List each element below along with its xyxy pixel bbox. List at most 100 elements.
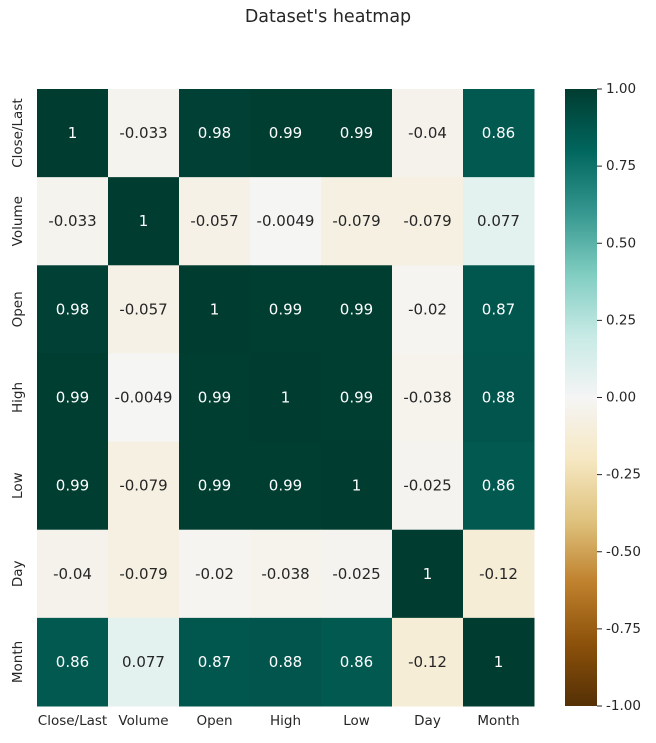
colorbar-tick-label: -0.25 [606,467,641,483]
heatmap-cell-value: 0.077 [122,653,165,671]
heatmap-cell [108,529,180,619]
x-tick-label: Month [477,713,519,729]
heatmap-cell [463,617,535,707]
heatmap-cell [392,265,464,354]
heatmap-cells [37,89,535,707]
heatmap-cell [463,529,535,619]
colorbar-tick-label: 0.25 [606,312,636,328]
heatmap-cell [392,529,464,619]
heatmap-cell [108,353,180,443]
y-tick-label: Close/Last [10,98,26,167]
x-axis-labels: Close/Last Volume Open High Low Day Month [38,713,520,729]
heatmap-cell-value: -0.0049 [257,212,315,230]
heatmap-cell [37,529,109,619]
heatmap-cell-value: 1 [281,389,291,407]
heatmap-cell [37,617,109,707]
heatmap-cell-value: 0.99 [56,389,89,407]
heatmap-cell [392,617,464,707]
heatmap-cell [321,265,393,354]
heatmap-cell-value: -0.12 [408,653,447,671]
y-tick-label: Day [10,560,26,587]
heatmap-cell-value: -0.04 [408,124,447,142]
heatmap-cell [250,441,322,531]
heatmap-cell [250,89,322,178]
heatmap-annotations: 1 -0.033 0.98 0.99 0.99 -0.04 0.86 -0.033 1 -0.05… [48,124,520,671]
heatmap-cell-value: -0.12 [479,565,518,583]
heatmap-cell [108,265,180,354]
y-axis-labels: Close/Last Volume Open High Low Day Month [10,98,26,683]
heatmap-cell [321,177,393,266]
heatmap-cell-value: -0.025 [403,477,451,495]
heatmap-cell [108,177,180,266]
heatmap-cell-value: -0.079 [119,477,167,495]
heatmap-cell-value: 0.86 [56,653,89,671]
heatmap-cell [179,617,251,707]
heatmap-cell-value: -0.057 [190,212,238,230]
heatmap-cell-value: -0.079 [119,565,167,583]
heatmap-cell [37,89,109,178]
heatmap-cell [463,89,535,178]
heatmap-cell-value: 0.98 [198,124,231,142]
x-tick-label: Day [414,713,441,729]
heatmap-cell-value: 1 [352,477,362,495]
heatmap-cell-value: 0.99 [340,300,373,318]
heatmap-cell-value: -0.0049 [115,389,173,407]
heatmap-cell-value: 0.86 [340,653,373,671]
heatmap-cell [392,89,464,178]
heatmap-cell [179,265,251,354]
y-tick-label: Month [10,641,26,683]
heatmap-cell-value: -0.02 [195,565,234,583]
heatmap-cell-value: 1 [494,653,504,671]
heatmap-cell-value: 0.88 [269,653,302,671]
colorbar-tick-label: 1.00 [606,81,636,97]
heatmap-cell [108,617,180,707]
x-tick-label: Low [343,713,370,729]
heatmap-cell [250,265,322,354]
y-tick-label: High [10,382,26,413]
heatmap-cell-value: -0.079 [403,212,451,230]
heatmap-cell-value: 0.99 [340,389,373,407]
heatmap-cell-value: 0.99 [198,477,231,495]
heatmap-cell-value: 0.077 [477,212,520,230]
heatmap-cell-value: 0.87 [198,653,231,671]
heatmap-cell [321,353,393,443]
heatmap-cell [37,177,109,266]
x-tick-label: Volume [118,713,168,729]
heatmap-cell [37,441,109,531]
heatmap-cell-value: -0.033 [119,124,167,142]
heatmap-cell [392,353,464,443]
colorbar-tick-label: 0.75 [606,158,636,174]
heatmap-cell-value: 0.98 [56,300,89,318]
heatmap-cell [463,265,535,354]
y-tick-label: Low [10,472,26,499]
heatmap-cell-value: 0.99 [56,477,89,495]
heatmap-cell-value: 0.87 [482,300,515,318]
colorbar-tick-label: 0.00 [606,390,636,406]
heatmap-cell-value: -0.038 [403,389,451,407]
heatmap-cell [179,529,251,619]
heatmap-cell-value: -0.02 [408,300,447,318]
heatmap-cell [37,353,109,443]
heatmap-cell [108,89,180,178]
heatmap-cell-value: 0.86 [482,124,515,142]
heatmap-cell-value: -0.025 [332,565,380,583]
colorbar-tick-label: -1.00 [606,698,641,714]
colorbar: 1.00 0.75 0.50 0.25 0.00 -0.25 -0.50 -0.75 -1.00 [565,81,641,714]
heatmap-cell-value: 0.99 [269,300,302,318]
heatmap-cell [392,177,464,266]
heatmap-cell-value: 0.88 [482,389,515,407]
heatmap-cell-value: 0.99 [269,124,302,142]
heatmap-cell-value: 0.99 [198,389,231,407]
heatmap-cell-value: -0.033 [48,212,96,230]
heatmap-cell [37,265,109,354]
heatmap-cell [179,177,251,266]
y-tick-label: Volume [10,196,26,246]
heatmap-cell-value: 0.99 [340,124,373,142]
colorbar-tick-label: -0.50 [606,544,641,560]
heatmap-cell-value: -0.04 [53,565,92,583]
heatmap-cell-value: 1 [68,124,78,142]
colorbar-tick-label: -0.75 [606,621,641,637]
x-tick-label: Open [196,713,232,729]
heatmap-cell [250,617,322,707]
